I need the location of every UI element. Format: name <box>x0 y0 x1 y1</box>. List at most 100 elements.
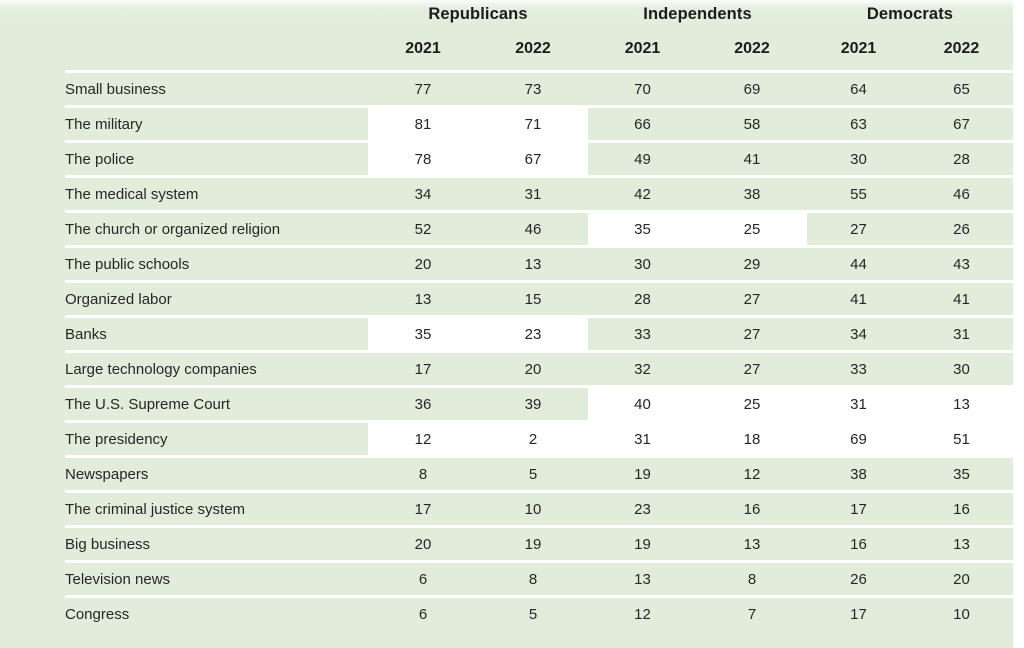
value-cell: 13 <box>634 570 651 588</box>
value-cell: 27 <box>743 360 761 378</box>
value-cell: 35 <box>953 465 970 483</box>
table-row: Banks 35 23 33 27 34 31 <box>65 315 1013 350</box>
value-cell: 28 <box>634 290 651 308</box>
year-header-rep-2021: 2021 <box>405 40 441 57</box>
table-row: Newspapers 8 5 19 12 38 35 <box>65 455 1013 490</box>
value-cell: 5 <box>528 605 538 623</box>
value-cell: 18 <box>697 423 807 455</box>
value-cell: 30 <box>953 360 970 378</box>
row-label: Banks <box>65 325 107 343</box>
table-row: Large technology companies 17 20 32 27 3… <box>65 350 1013 385</box>
row-label: The police <box>65 150 135 168</box>
table-row: The medical system 34 31 42 38 55 46 <box>65 175 1013 210</box>
year-header-rep-2022: 2022 <box>515 40 551 57</box>
row-label: The church or organized religion <box>65 220 281 238</box>
value-cell: 38 <box>850 465 867 483</box>
value-cell: 40 <box>588 388 697 420</box>
value-cell: 16 <box>953 500 970 518</box>
value-cell: 6 <box>418 570 428 588</box>
table-row: Small business 77 73 70 69 64 65 <box>65 70 1013 105</box>
value-cell: 31 <box>807 388 910 420</box>
party-header-row: Republicans Independents Democrats <box>65 0 1013 28</box>
value-cell: 31 <box>953 325 970 343</box>
value-cell: 20 <box>524 360 542 378</box>
value-cell: 41 <box>743 150 761 168</box>
row-label: The criminal justice system <box>65 500 246 518</box>
value-cell: 58 <box>743 115 761 133</box>
value-cell: 6 <box>418 605 428 623</box>
value-cell: 15 <box>524 290 542 308</box>
value-cell: 38 <box>743 185 761 203</box>
value-cell: 20 <box>953 570 970 588</box>
value-cell: 19 <box>524 535 542 553</box>
group-header-democrats: Democrats <box>866 4 954 23</box>
table-row: The police 78 67 49 41 30 28 <box>65 140 1013 175</box>
value-cell: 19 <box>634 465 651 483</box>
value-cell: 8 <box>418 465 428 483</box>
row-label: Organized labor <box>65 290 172 308</box>
value-cell: 17 <box>850 605 867 623</box>
value-cell: 16 <box>743 500 761 518</box>
value-cell: 31 <box>588 423 697 455</box>
value-cell: 13 <box>953 535 970 553</box>
row-label: The presidency <box>65 430 168 448</box>
value-cell: 46 <box>953 185 970 203</box>
value-cell: 17 <box>414 500 432 518</box>
value-cell: 34 <box>850 325 867 343</box>
value-cell: 19 <box>634 535 651 553</box>
value-cell: 7 <box>747 605 757 623</box>
value-cell: 73 <box>524 80 542 98</box>
value-cell: 49 <box>634 150 651 168</box>
value-cell: 12 <box>368 423 478 455</box>
value-cell: 16 <box>850 535 867 553</box>
value-cell: 39 <box>524 395 542 413</box>
value-cell: 81 <box>368 108 478 140</box>
value-cell: 71 <box>478 108 588 140</box>
value-cell: 42 <box>634 185 651 203</box>
value-cell: 36 <box>414 395 432 413</box>
table-row: The U.S. Supreme Court 36 39 40 25 31 13 <box>65 385 1013 420</box>
value-cell: 23 <box>478 318 588 350</box>
row-label: Small business <box>65 80 166 98</box>
value-cell: 13 <box>743 535 761 553</box>
value-cell: 17 <box>414 360 432 378</box>
row-label: The military <box>65 115 143 133</box>
value-cell: 27 <box>743 290 761 308</box>
value-cell: 27 <box>850 220 867 238</box>
value-cell: 66 <box>634 115 651 133</box>
group-header-independents: Independents <box>643 4 752 23</box>
value-cell: 64 <box>850 80 867 98</box>
value-cell: 25 <box>697 213 807 245</box>
value-cell: 44 <box>850 255 867 273</box>
value-cell: 2 <box>478 423 588 455</box>
value-cell: 20 <box>414 255 432 273</box>
row-label: Television news <box>65 570 171 588</box>
table-row: Congress 6 5 12 7 17 10 <box>65 595 1013 630</box>
value-cell: 31 <box>524 185 542 203</box>
table-row: Television news 6 8 13 8 26 20 <box>65 560 1013 595</box>
value-cell: 13 <box>414 290 432 308</box>
value-cell: 33 <box>850 360 867 378</box>
value-cell: 20 <box>414 535 432 553</box>
value-cell: 13 <box>910 388 1013 420</box>
row-label: The U.S. Supreme Court <box>65 395 231 413</box>
table-row: Big business 20 19 19 13 16 13 <box>65 525 1013 560</box>
value-cell: 27 <box>743 325 761 343</box>
value-cell: 67 <box>953 115 970 133</box>
row-label: Newspapers <box>65 465 149 483</box>
value-cell: 51 <box>910 423 1013 455</box>
value-cell: 10 <box>953 605 970 623</box>
value-cell: 30 <box>850 150 867 168</box>
value-cell: 77 <box>414 80 432 98</box>
row-label: The public schools <box>65 255 190 273</box>
row-label: The medical system <box>65 185 199 203</box>
value-cell: 67 <box>478 143 588 175</box>
value-cell: 5 <box>528 465 538 483</box>
year-header-dem-2021: 2021 <box>840 40 877 57</box>
table-row: The church or organized religion 52 46 3… <box>65 210 1013 245</box>
value-cell: 12 <box>743 465 761 483</box>
value-cell: 26 <box>850 570 867 588</box>
value-cell: 35 <box>588 213 697 245</box>
